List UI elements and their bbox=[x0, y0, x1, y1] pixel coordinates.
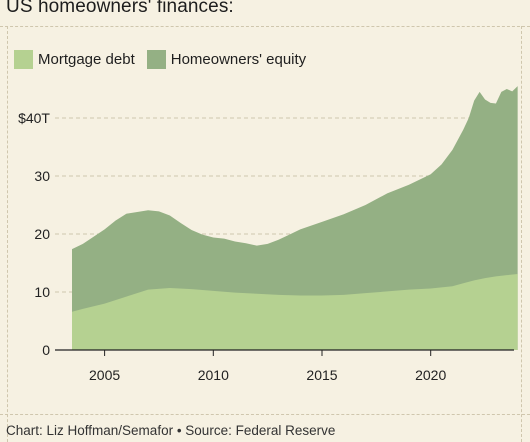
chart-title: US homeowners' finances: bbox=[6, 0, 234, 17]
x-tick-label: 2015 bbox=[306, 367, 337, 383]
chart-legend: Mortgage debt Homeowners' equity bbox=[14, 50, 318, 69]
legend-label-homeowners-equity: Homeowners' equity bbox=[170, 51, 307, 68]
legend-swatch-mortgage-debt bbox=[14, 50, 33, 69]
y-tick-label: 0 bbox=[42, 342, 50, 358]
legend-item-homeowners-equity: Homeowners' equity bbox=[146, 50, 307, 69]
frame-border-left bbox=[7, 26, 8, 442]
axes: 0 10 20 30 $40T 2005 2010 2015 2020 bbox=[18, 110, 514, 383]
y-tick-label: 20 bbox=[34, 226, 50, 242]
y-tick-label: 30 bbox=[34, 168, 50, 184]
y-tick-label: $40T bbox=[18, 110, 50, 126]
legend-swatch-homeowners-equity bbox=[146, 50, 166, 69]
x-tick-label: 2010 bbox=[198, 367, 229, 383]
legend-label-mortgage-debt: Mortgage debt bbox=[38, 51, 135, 68]
legend-item-mortgage-debt: Mortgage debt bbox=[14, 50, 135, 69]
frame-border-bottom bbox=[0, 414, 530, 415]
y-tick-label: 10 bbox=[34, 284, 50, 300]
frame-border-right bbox=[521, 26, 522, 442]
x-tick-label: 2020 bbox=[415, 367, 446, 383]
area-mortgage-debt bbox=[72, 274, 518, 350]
frame-border-top bbox=[0, 26, 530, 27]
area-homeowners-equity bbox=[72, 86, 518, 350]
chart-source: Chart: Liz Hoffman/Semafor • Source: Fed… bbox=[6, 423, 336, 438]
x-tick-label: 2005 bbox=[89, 367, 120, 383]
area-layers bbox=[72, 86, 518, 350]
